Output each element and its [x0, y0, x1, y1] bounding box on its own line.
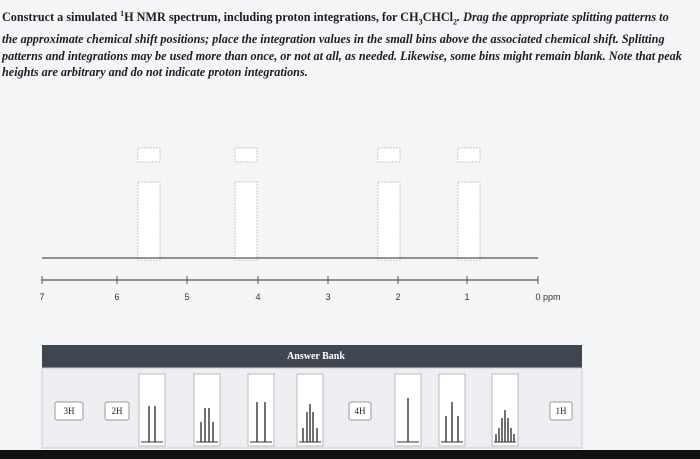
axis-tick-label: 2 [395, 292, 400, 302]
prompt-text: Construct a simulated [2, 10, 121, 25]
drop-bins [137, 147, 481, 261]
screen-edge [0, 450, 700, 459]
integration-chip[interactable] [54, 401, 84, 421]
integration-chip[interactable] [104, 401, 130, 421]
axis-tick-label: 6 [114, 292, 119, 302]
answer-bank-title: Answer Bank [287, 351, 345, 362]
answer-bank-items: 3H 2H 4H 1H [54, 373, 573, 447]
axis-ticks: 7 6 5 4 3 2 1 0 ppm [39, 276, 561, 302]
axis-tick-label: 7 [39, 292, 44, 302]
prompt-text: . Drag the appropriate splitting pattern… [2, 10, 682, 79]
splitting-bin[interactable] [234, 181, 258, 261]
axis-tick-label: 0 ppm [535, 292, 560, 302]
axis-tick-label: 1 [464, 292, 469, 302]
splitting-pattern-chip[interactable] [193, 373, 221, 447]
integration-bin[interactable] [234, 147, 258, 163]
integration-chip-label: 4H [355, 406, 367, 416]
splitting-pattern-chip[interactable] [138, 373, 166, 447]
prompt-sub: 2 [453, 17, 458, 27]
integration-chip[interactable] [549, 401, 573, 421]
axis-tick-label: 5 [184, 292, 189, 302]
prompt-sub: 3 [418, 17, 423, 27]
axis-tick-label: 4 [255, 292, 260, 302]
prompt-text: CHCl [422, 10, 454, 25]
splitting-bin[interactable] [137, 181, 161, 261]
integration-chip[interactable] [348, 401, 372, 421]
integration-bin[interactable] [377, 147, 401, 163]
splitting-bin[interactable] [457, 181, 481, 261]
prompt-sup: 1 [120, 9, 125, 18]
answer-bank-header [42, 345, 582, 368]
integration-chip-label: 1H [556, 406, 568, 416]
integration-bin[interactable] [137, 147, 161, 163]
question-prompt: Construct a simulated 1H NMR spectrum, i… [2, 6, 682, 81]
axis-tick-label: 3 [325, 292, 330, 302]
prompt-text: H NMR spectrum, including proton integra… [124, 10, 419, 25]
integration-chip-label: 3H [64, 406, 76, 416]
splitting-pattern-chip[interactable] [247, 373, 275, 447]
integration-bin[interactable] [457, 147, 481, 163]
splitting-bin[interactable] [377, 181, 401, 261]
integration-chip-label: 2H [112, 406, 124, 416]
